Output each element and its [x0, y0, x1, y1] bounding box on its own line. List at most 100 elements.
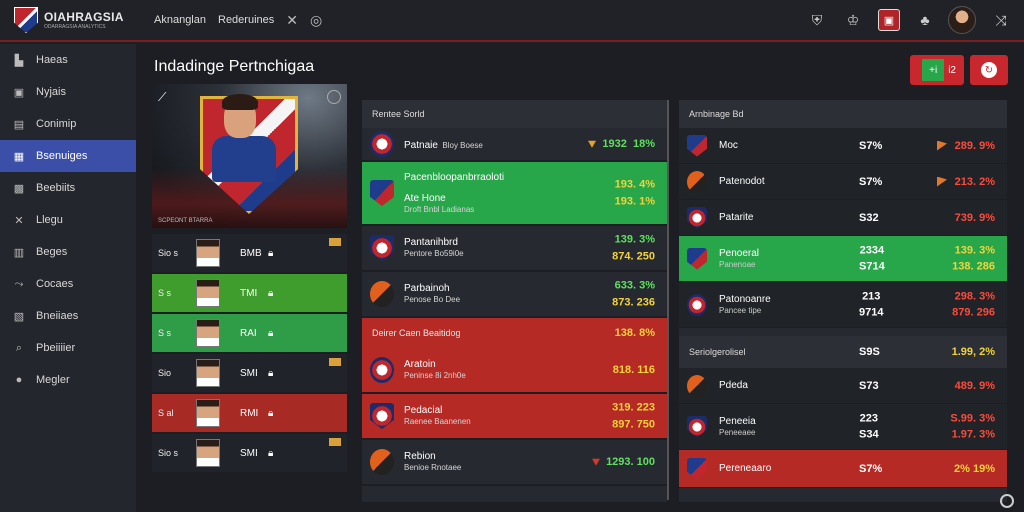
- lock-icon[interactable]: 🔒︎: [268, 247, 274, 259]
- player-thumb: [196, 239, 220, 267]
- team-stat: 193. 1%: [614, 195, 655, 207]
- sidebar-item-label: Beebiits: [36, 182, 76, 194]
- team-list-panel: Rentee Sorld Patnaie Bloy Boese 1932 18%…: [362, 100, 667, 502]
- ranking-row[interactable]: Patenodot S7% 213. 2%: [679, 164, 1007, 200]
- team-sub: Panenoae: [719, 259, 756, 269]
- sidebar-item-label: Pbeiiiier: [36, 342, 76, 354]
- trophy-icon[interactable]: ♔: [846, 11, 860, 28]
- sidebar-item-2[interactable]: ▤ Conimip: [0, 108, 136, 140]
- player-row-label: Sio s: [158, 248, 179, 258]
- top-nav: Aknanglan Rederuines ✕ ◎: [154, 12, 334, 29]
- sidebar-item-label: Nyjais: [36, 86, 66, 98]
- lock-icon[interactable]: 🔒︎: [268, 407, 274, 419]
- team-sub: Peneeaee: [719, 427, 756, 437]
- sidebar-item-7[interactable]: ⤳ Cocaes: [0, 268, 136, 300]
- team-sub: Droft Bnbl Ladianas: [404, 204, 475, 214]
- topnav-item-1[interactable]: Rederuines: [218, 14, 275, 26]
- scrollbar[interactable]: [667, 100, 669, 500]
- team-stat: 874. 250: [612, 250, 655, 262]
- search-icon: ⌕: [15, 341, 23, 354]
- header-buttons: +i i2 ↻: [910, 55, 1008, 85]
- player-thumb: [196, 279, 220, 307]
- lock-icon[interactable]: 🔒︎: [268, 447, 274, 459]
- ranking-row[interactable]: Penoeral Panenoae 2334 S714 139. 3% 138. 2…: [679, 236, 1007, 282]
- section-title: Deirer Caen Beaitidog: [372, 328, 461, 338]
- ranking-row[interactable]: Patarite S32 739. 9%: [679, 200, 1007, 236]
- team-row[interactable]: Rebion Benioe Rnotaee 1293. 100: [362, 440, 667, 486]
- team-name: Penoeral: [719, 247, 760, 259]
- flag-icon: [329, 358, 341, 366]
- compare-button[interactable]: +i i2: [910, 55, 964, 85]
- team-row[interactable]: Patnaie Bloy Boese 1932 18%: [362, 128, 667, 162]
- ranking-row[interactable]: Pereneaaro S7% 2% 19%: [679, 450, 1007, 488]
- user-avatar[interactable]: [948, 6, 976, 34]
- lock-icon[interactable]: 🔒︎: [268, 327, 274, 339]
- home-icon: ▙: [14, 54, 24, 67]
- team-row[interactable]: Aratoin Peninse 8i 2nh0e 818. 116: [362, 348, 667, 394]
- flag-icon: [329, 238, 341, 246]
- team-icon[interactable]: ♣: [920, 12, 930, 28]
- team-row[interactable]: Pacenbloopanbrraoloti Ate Hone Droft Bnb…: [362, 162, 667, 226]
- sidebar-item-10[interactable]: ● Megler: [0, 364, 136, 396]
- sidebar-item-4[interactable]: ▩ Beebiits: [0, 172, 136, 204]
- player-row[interactable]: Sio SMI 🔒︎: [152, 354, 347, 392]
- player-row[interactable]: S al RMI 🔒︎: [152, 394, 347, 432]
- player-shirt: [212, 136, 276, 182]
- sidebar-item-9[interactable]: ⌕ Pbeiiiier: [0, 332, 136, 364]
- lock-icon[interactable]: 🔒︎: [268, 367, 274, 379]
- player-row-label: Sio s: [158, 448, 179, 458]
- sidebar-item-label: Bneiiaes: [36, 310, 79, 322]
- team-stat: 818. 116: [612, 363, 655, 376]
- sidebar-item-6[interactable]: ▥ Beges: [0, 236, 136, 268]
- team-badge-icon: [687, 206, 707, 229]
- lock-icon[interactable]: 🔒︎: [268, 287, 274, 299]
- team-row[interactable]: Pedacial Raenee Baanenen 319. 223 897. 7…: [362, 394, 667, 440]
- app-logo[interactable]: OIAHRAGSIA ODARRAGSIA ANALYTICS: [14, 7, 134, 33]
- ranking-row[interactable]: Peneeia Peneeaee 223 S34 S.99. 3% 1.97. 3%: [679, 404, 1007, 450]
- sidebar-item-0[interactable]: ▙ Haeas: [0, 44, 136, 76]
- refresh-button[interactable]: ↻: [970, 55, 1008, 85]
- player-card[interactable]: SCPEONT BTARRA: [152, 84, 347, 228]
- ranking-row[interactable]: Pdeda S73 489. 9%: [679, 368, 1007, 404]
- team-row[interactable]: Pantanihbrd Pentore Bo59i0e 139. 3% 874.…: [362, 226, 667, 272]
- sidebar-item-8[interactable]: ▧ Bneiiaes: [0, 300, 136, 332]
- sidebar-item-5[interactable]: ✕ Llegu: [0, 204, 136, 236]
- settings-icon[interactable]: ◎: [310, 11, 323, 28]
- camera-icon[interactable]: [327, 90, 341, 104]
- pin-icon[interactable]: ⟋: [158, 90, 167, 104]
- team-row[interactable]: Parbainoh Penose Bo Dee 633. 3% 873. 236: [362, 272, 667, 318]
- ranking-row[interactable]: Patonoanre Pancee tipe 213 9714 298. 3% 87…: [679, 282, 1007, 328]
- team-stat: 18%: [632, 137, 655, 150]
- player-row[interactable]: S s RAI 🔒︎: [152, 314, 347, 352]
- page-title: Indadinge Pertnchigaa: [154, 58, 315, 75]
- team-sub: Penose Bo Dee: [404, 295, 461, 305]
- section-header: Seriolgerolisel S9S 1.99, 2%: [679, 336, 1007, 368]
- tools-icon[interactable]: ✕: [286, 11, 298, 28]
- ranking-pct: S7%: [859, 175, 883, 188]
- ranking-row[interactable]: Moc S7% 289. 9%: [679, 128, 1007, 164]
- player-row[interactable]: Sio s BMB 🔒︎: [152, 234, 347, 272]
- notification-icon[interactable]: ▣: [878, 9, 900, 31]
- team-name: Moc: [719, 140, 738, 151]
- club-shield-icon[interactable]: ⛨: [811, 11, 823, 28]
- player-row[interactable]: S s TMI 🔒︎: [152, 274, 347, 312]
- flag-icon: [329, 438, 341, 446]
- sidebar-item-1[interactable]: ▣ Nyjais: [0, 76, 136, 108]
- ranking-value: 139. 3%: [954, 244, 995, 256]
- player-hair: [222, 94, 258, 110]
- team-name: Peneeia: [719, 415, 756, 427]
- team-badge-icon: [370, 180, 394, 206]
- section-title: Seriolgerolisel: [689, 347, 746, 357]
- compare-label: i2: [948, 64, 956, 76]
- team-name: Patenodot: [719, 176, 765, 187]
- shuffle-icon[interactable]: ⤨: [995, 11, 1007, 28]
- player-row-label: S s: [158, 328, 172, 338]
- help-icon[interactable]: [1000, 494, 1014, 508]
- topnav-item-0[interactable]: Aknanglan: [154, 14, 206, 26]
- app-title: OIAHRAGSIA: [44, 9, 124, 24]
- sidebar-item-3[interactable]: ▦ Bsenuiges: [0, 140, 136, 172]
- player-row-value: BMB: [240, 247, 262, 259]
- ranking-value: 289. 9%: [954, 139, 995, 152]
- player-row[interactable]: Sio s SMI 🔒︎: [152, 434, 347, 472]
- sidebar-item-label: Cocaes: [36, 278, 74, 290]
